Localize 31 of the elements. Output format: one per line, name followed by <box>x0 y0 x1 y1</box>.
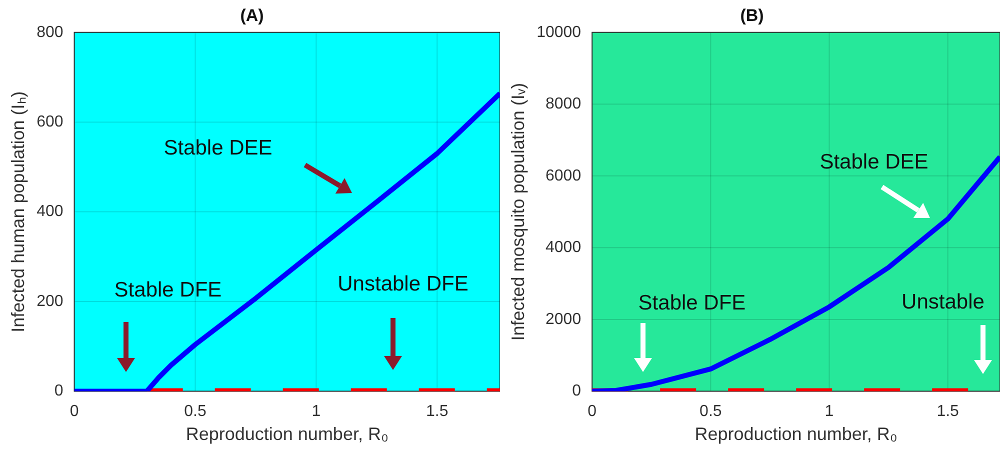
annotation: Stable DEE <box>164 136 272 160</box>
x-axis-title: Reproduction number, R₀ <box>694 424 898 444</box>
y-tick-label: 4000 <box>546 239 582 256</box>
x-tick-label: 0.5 <box>700 403 722 420</box>
y-tick-label: 800 <box>36 24 64 41</box>
chart-title: (A) <box>240 6 264 25</box>
y-tick-label: 0 <box>572 382 582 400</box>
annotation: Stable DFE <box>114 278 222 302</box>
x-tick-label: 0 <box>70 403 79 420</box>
y-axis-title: Infected human population (Iₕ) <box>8 91 28 332</box>
y-tick-label: 600 <box>36 114 64 131</box>
x-tick-label: 1.5 <box>936 403 960 420</box>
y-axis-title: Infected mosquito population (Iᵥ) <box>508 82 528 341</box>
y-tick-label: 200 <box>36 292 64 310</box>
annotation: Stable DEE <box>820 150 928 174</box>
x-tick-label: 1 <box>312 403 321 420</box>
y-tick-label: 0 <box>54 382 64 400</box>
x-axis-title: Reproduction number, R₀ <box>186 424 388 444</box>
y-tick-label: 8000 <box>546 96 582 113</box>
y-tick-label: 6000 <box>546 167 582 184</box>
annotation: Unstable DFE <box>338 272 468 296</box>
y-tick-label: 10000 <box>536 24 582 41</box>
x-tick-label: 0 <box>588 403 597 420</box>
annotation: Unstable <box>902 290 984 314</box>
x-tick-label: 1.5 <box>426 403 448 420</box>
y-tick-label: 400 <box>36 203 64 220</box>
x-tick-label: 1 <box>824 403 834 420</box>
chart-title: (B) <box>740 6 764 25</box>
y-tick-label: 2000 <box>546 310 582 328</box>
annotation: Stable DFE <box>638 292 746 314</box>
x-tick-label: 0.5 <box>184 403 206 420</box>
